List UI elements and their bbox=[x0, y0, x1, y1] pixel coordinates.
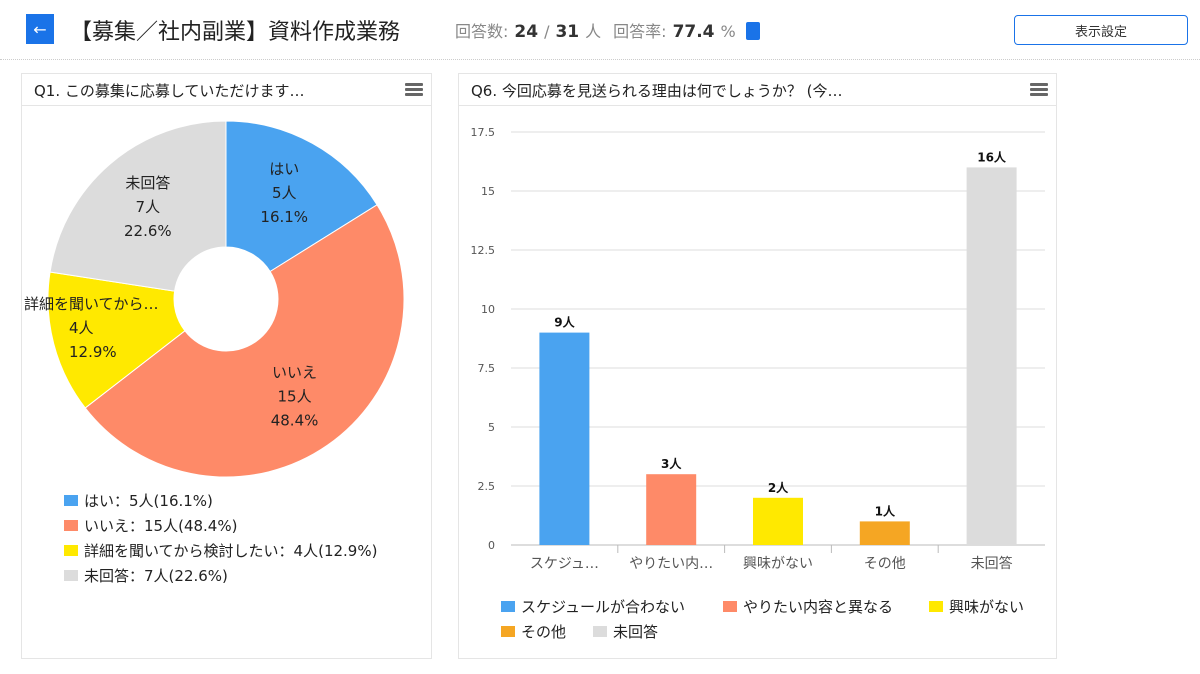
q1-title-text: Q1. この募集に応募していただけます… bbox=[34, 82, 305, 100]
x-tick-label: 興味がない bbox=[743, 556, 813, 572]
arrow-left-icon: ← bbox=[33, 19, 47, 39]
menu-icon[interactable] bbox=[1030, 83, 1048, 97]
legend-item[interactable]: 詳細を聞いてから検討したい：4人(12.9%) bbox=[64, 540, 377, 561]
legend-label: 興味がない bbox=[949, 598, 1025, 616]
response-stats: 回答数: 24 / 31 人 回答率: 77.4 % bbox=[455, 18, 760, 42]
legend-swatch bbox=[501, 601, 515, 612]
legend-swatch bbox=[64, 545, 78, 556]
q6-title-text: Q6. 今回応募を見送られる理由は何でしょうか？ (今… bbox=[471, 82, 843, 100]
legend-swatch bbox=[64, 520, 78, 531]
slice-label: はい bbox=[269, 160, 299, 178]
legend-swatch bbox=[64, 495, 78, 506]
legend-item[interactable]: やりたい内容と異なる bbox=[723, 596, 893, 617]
clipboard-icon[interactable] bbox=[745, 22, 760, 40]
slice-label: 5人 bbox=[272, 184, 297, 202]
legend-swatch bbox=[723, 601, 737, 612]
y-tick-label: 2.5 bbox=[478, 480, 496, 493]
q1-panel: Q1. この募集に応募していただけます… はい 5人 16.1% いいえ 15人 48.4… bbox=[21, 73, 432, 659]
slice-label: 12.9% bbox=[69, 343, 117, 361]
legend-item[interactable]: はい：5人(16.1%) bbox=[64, 490, 213, 511]
page-title: 【募集／社内副業】資料作成業務 bbox=[70, 20, 401, 45]
data-label: 16人 bbox=[977, 149, 1007, 164]
legend-label: いいえ：15人(48.4%) bbox=[84, 517, 238, 535]
slice-label: いいえ bbox=[272, 363, 317, 381]
y-tick-label: 10 bbox=[481, 303, 495, 316]
pie-slice bbox=[225, 120, 378, 273]
y-tick-label: 0 bbox=[488, 539, 495, 552]
slice-label: 未回答 bbox=[125, 174, 170, 192]
slice-label: 15人 bbox=[278, 387, 312, 405]
legend-item[interactable]: いいえ：15人(48.4%) bbox=[64, 515, 237, 536]
y-tick-label: 17.5 bbox=[471, 126, 496, 139]
pie-slice bbox=[84, 204, 405, 478]
x-tick-label: やりたい内… bbox=[629, 556, 713, 572]
responses-count: 24 bbox=[514, 22, 539, 42]
legend-label: はい：5人(16.1%) bbox=[84, 492, 213, 510]
percent-sign: % bbox=[720, 22, 736, 41]
data-label: 9人 bbox=[554, 315, 575, 330]
legend-label: その他 bbox=[521, 623, 567, 641]
data-label: 1人 bbox=[875, 503, 896, 518]
data-label: 3人 bbox=[661, 456, 682, 471]
slice-label: 22.6% bbox=[124, 222, 172, 240]
back-button[interactable]: ← bbox=[26, 14, 54, 44]
bar bbox=[966, 167, 1017, 545]
bar bbox=[539, 332, 590, 545]
total-count: 31 bbox=[555, 22, 580, 42]
y-tick-label: 15 bbox=[481, 185, 495, 198]
y-tick-label: 12.5 bbox=[471, 244, 496, 257]
legend-label: スケジュールが合わない bbox=[521, 598, 685, 616]
slice-label: 16.1% bbox=[260, 208, 308, 226]
pie-chart: はい 5人 16.1% いいえ 15人 48.4% 詳細を聞いてから… 4人 12.9% 未回答 7… bbox=[24, 120, 405, 478]
y-tick-label: 7.5 bbox=[478, 362, 496, 375]
header: ← 【募集／社内副業】資料作成業務 回答数: 24 / 31 人 回答率: 77… bbox=[0, 0, 1200, 60]
legend-label: 未回答 bbox=[613, 623, 659, 641]
y-tick-label: 5 bbox=[488, 421, 495, 434]
slice-label: 48.4% bbox=[271, 411, 319, 429]
pie-slice bbox=[49, 120, 227, 292]
slice-label: 7人 bbox=[136, 198, 161, 216]
slice-label: 詳細を聞いてから… bbox=[24, 295, 159, 313]
pie-slice bbox=[47, 271, 186, 409]
legend-item[interactable]: 未回答：7人(22.6%) bbox=[64, 565, 228, 586]
legend-swatch bbox=[929, 601, 943, 612]
slash: / bbox=[544, 22, 550, 41]
responses-label: 回答数: bbox=[455, 22, 509, 41]
legend-swatch bbox=[593, 626, 607, 637]
bar bbox=[646, 474, 697, 545]
slice-label: 4人 bbox=[69, 319, 94, 337]
legend-item[interactable]: 未回答 bbox=[593, 621, 658, 642]
data-label: 2人 bbox=[768, 480, 789, 495]
x-tick-label: スケジュ… bbox=[530, 556, 599, 572]
legend-item[interactable]: スケジュールが合わない bbox=[501, 596, 685, 617]
legend-label: 未回答：7人(22.6%) bbox=[84, 567, 228, 585]
legend-item[interactable]: その他 bbox=[501, 621, 566, 642]
menu-icon[interactable] bbox=[405, 83, 423, 97]
rate-label: 回答率: bbox=[613, 22, 667, 41]
bar bbox=[753, 497, 803, 545]
bar bbox=[859, 521, 910, 545]
legend-swatch bbox=[64, 570, 78, 581]
legend-label: 詳細を聞いてから検討したい：4人(12.9%) bbox=[84, 542, 378, 560]
display-settings-button[interactable]: 表示設定 bbox=[1014, 15, 1188, 45]
legend-swatch bbox=[501, 626, 515, 637]
x-tick-label: その他 bbox=[864, 556, 906, 572]
unit: 人 bbox=[585, 22, 602, 41]
q6-panel: Q6. 今回応募を見送られる理由は何でしょうか？ (今… 0 2.5 5 7.5 10 1… bbox=[458, 73, 1057, 659]
x-tick-label: 未回答 bbox=[971, 555, 1013, 572]
q1-title: Q1. この募集に応募していただけます… bbox=[22, 74, 431, 106]
legend-label: やりたい内容と異なる bbox=[743, 598, 894, 616]
q6-title: Q6. 今回応募を見送られる理由は何でしょうか？ (今… bbox=[459, 74, 1056, 106]
rate-value: 77.4 bbox=[672, 22, 715, 42]
legend-item[interactable]: 興味がない bbox=[929, 596, 1024, 617]
